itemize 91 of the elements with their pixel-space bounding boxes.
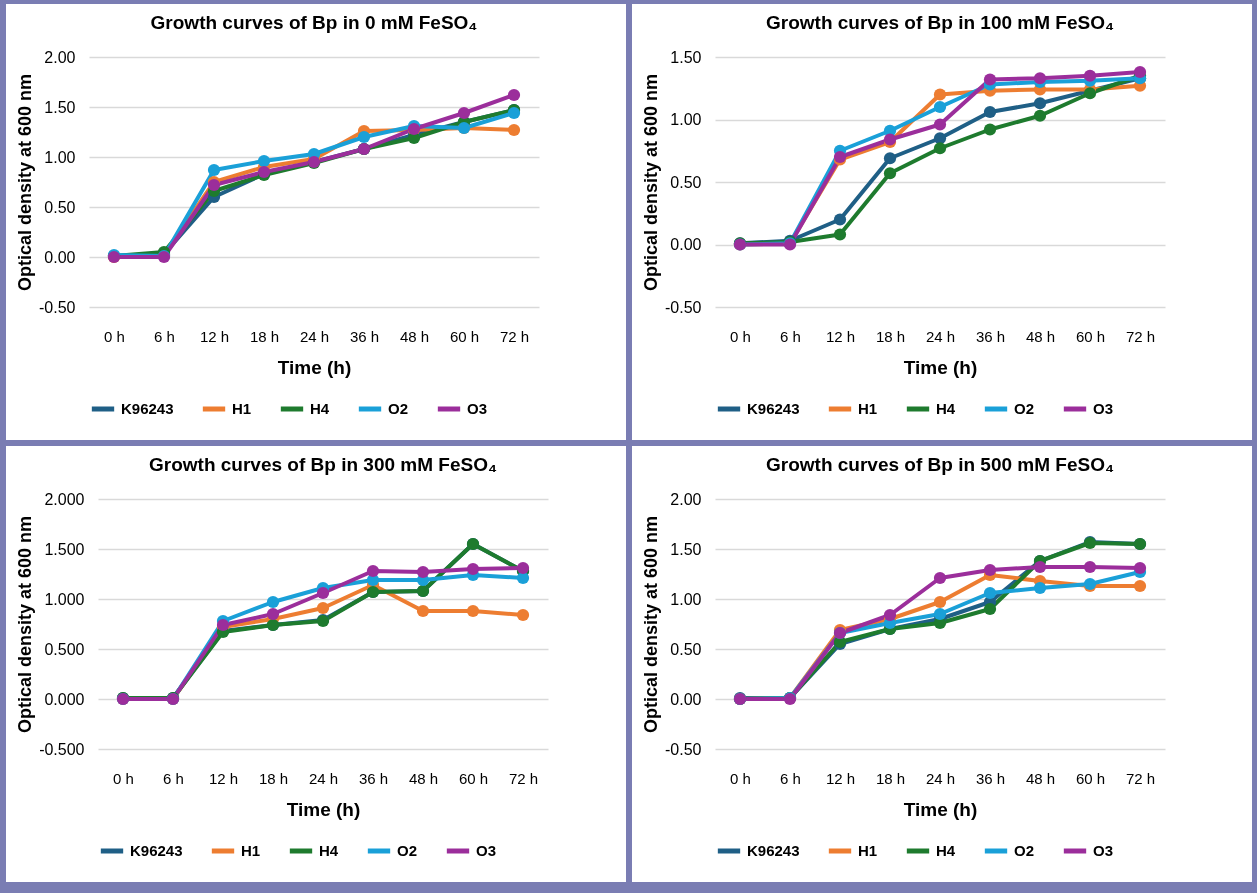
x-tick-label: 72 h [508,769,539,787]
x-axis-title: Time (h) [286,798,361,820]
x-tick-label: 36 h [358,769,389,787]
x-tick-label: 12 h [825,327,856,345]
legend-label: H1 [858,400,878,417]
legend-label: O3 [1093,400,1114,417]
x-tick-label: 0 h [730,769,751,787]
y-tick-label: 1.50 [670,48,702,66]
legend-label: K96243 [130,842,183,859]
y-tick-label: 0.000 [44,690,85,708]
y-tick-label: 1.00 [670,111,702,128]
legend-label: O2 [1014,842,1035,859]
x-tick-label: 6 h [154,327,175,345]
x-tick-label: 12 h [199,327,230,345]
x-tick-label: 24 h [299,327,330,345]
y-axis-title: Optical density at 600 nm [15,73,36,292]
chart-title: Growth curves of Bp in 0 mM FeSO₄ [150,12,478,33]
y-axis-title: Optical density at 600 nm [641,515,662,734]
x-tick-label: 18 h [249,327,280,345]
x-tick-label: 72 h [499,327,530,345]
x-axis-title: Time (h) [903,798,978,820]
y-tick-label: 1.000 [44,590,85,608]
legend-label: K96243 [121,400,174,417]
legend-label: O3 [1093,842,1114,859]
x-tick-label: 0 h [104,327,125,345]
legend-label: H1 [858,842,878,859]
x-tick-label: 60 h [1075,769,1106,787]
y-axis-title: Optical density at 600 nm [641,73,662,292]
y-tick-label: 1.500 [44,540,85,558]
x-tick-label: 18 h [875,327,906,345]
legend-label: H4 [936,842,956,859]
y-tick-label: -0.50 [665,298,702,316]
chart-title: Growth curves of Bp in 500 mM FeSO₄ [766,454,1114,475]
y-tick-label: 0.50 [670,173,702,191]
y-tick-label: -0.50 [665,740,702,758]
legend-label: O3 [467,400,488,417]
x-tick-label: 24 h [925,327,956,345]
y-tick-label: 1.00 [670,590,702,608]
x-tick-label: 6 h [780,327,801,345]
y-tick-label: 0.50 [44,198,76,216]
legend-label: H1 [232,400,252,417]
x-tick-label: 18 h [258,769,289,787]
y-tick-label: 0.50 [670,640,702,658]
y-tick-label: 0.500 [44,640,85,658]
y-tick-label: 2.00 [44,48,76,66]
x-tick-label: 48 h [1025,769,1056,787]
x-tick-label: 12 h [825,769,856,787]
legend-label: K96243 [747,842,800,859]
x-tick-label: 6 h [163,769,184,787]
chart-title: Growth curves of Bp in 300 mM FeSO₄ [149,454,497,475]
x-tick-label: 72 h [1125,327,1156,345]
x-tick-label: 60 h [458,769,489,787]
legend-label: O2 [397,842,418,859]
x-tick-label: 36 h [975,327,1006,345]
y-tick-label: 2.000 [44,490,85,508]
x-tick-label: 24 h [925,769,956,787]
x-tick-label: 0 h [730,327,751,345]
x-tick-label: 48 h [399,327,430,345]
x-tick-label: 36 h [975,769,1006,787]
x-tick-label: 60 h [449,327,480,345]
x-tick-label: 72 h [1125,769,1156,787]
x-tick-label: 36 h [349,327,380,345]
chart-title: Growth curves of Bp in 100 mM FeSO₄ [766,12,1114,33]
x-axis-title: Time (h) [277,356,352,378]
y-axis-title: Optical density at 600 nm [15,515,36,734]
x-tick-label: 24 h [308,769,339,787]
legend-label: O3 [476,842,497,859]
legend-label: K96243 [747,400,800,417]
legend-label: H4 [319,842,339,859]
y-tick-label: 0.00 [670,236,702,253]
y-tick-label: 1.50 [44,98,76,116]
x-tick-label: 12 h [208,769,239,787]
legend-label: O2 [1014,400,1035,417]
x-tick-label: 48 h [1025,327,1056,345]
x-tick-label: 48 h [408,769,439,787]
x-tick-label: 18 h [875,769,906,787]
legend-label: O2 [388,400,409,417]
x-tick-label: 6 h [780,769,801,787]
y-tick-label: -0.500 [39,740,85,758]
legend-label: H4 [310,400,330,417]
y-tick-label: 1.50 [670,540,702,558]
y-tick-label: 2.00 [670,490,702,508]
legend-label: H1 [241,842,261,859]
y-tick-label: -0.50 [39,298,76,316]
y-tick-label: 0.00 [670,690,702,708]
y-tick-label: 1.00 [44,148,76,166]
x-tick-label: 60 h [1075,327,1106,345]
legend-label: H4 [936,400,956,417]
x-axis-title: Time (h) [903,356,978,378]
y-tick-label: 0.00 [44,248,76,266]
x-tick-label: 0 h [113,769,134,787]
